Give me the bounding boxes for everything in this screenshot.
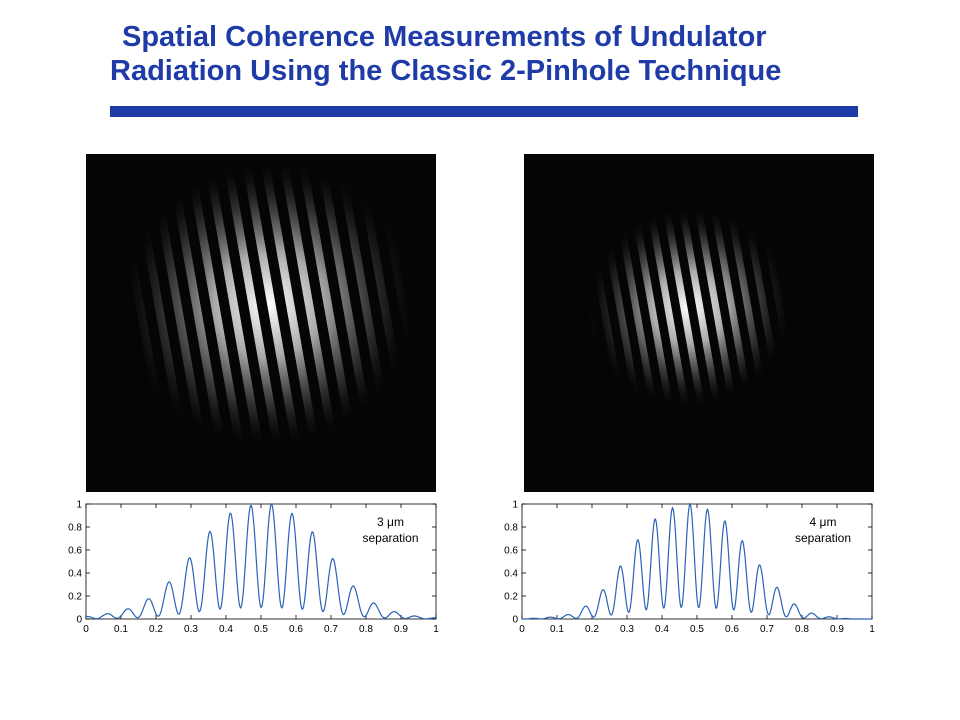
fringe-band <box>767 154 855 492</box>
fringe-band <box>86 154 118 492</box>
fringe-band <box>230 154 319 492</box>
intensity-profile-svg-3um: 0 0.1 0.2 0.3 0.4 0.5 0.6 0.7 0.8 0.9 1 0 0.2 0.4 0.6 0… <box>68 500 439 636</box>
x-tick-label: 0.1 <box>550 624 564 635</box>
x-tick-label: 0.3 <box>620 624 634 635</box>
fringe-band <box>752 154 839 492</box>
fringe-band <box>612 154 700 492</box>
fringe-band <box>86 154 136 492</box>
y-tick-label: 1 <box>76 500 82 511</box>
x-tick-label: 0.6 <box>725 624 739 635</box>
y-tick-label: 0.2 <box>68 592 82 603</box>
fringe-band <box>705 154 793 492</box>
fringe-band <box>285 154 373 492</box>
x-tick-label: 0.2 <box>585 624 599 635</box>
x-tick-label: 1 <box>869 624 875 635</box>
x-tick-label: 0.5 <box>254 624 268 635</box>
x-tick-label: 0 <box>519 624 525 635</box>
fringe-band <box>643 154 731 492</box>
fringe-band <box>814 154 874 492</box>
x-tick-label: 0.7 <box>760 624 774 635</box>
x-tick-label: 0.7 <box>324 624 338 635</box>
x-tick-label: 0.8 <box>795 624 809 635</box>
fringe-band <box>597 154 684 492</box>
y-tick-label: 0 <box>76 615 82 626</box>
fringe-band <box>412 154 436 492</box>
fringe-band <box>581 154 669 492</box>
separation-annotation-value-4um: 4 μm <box>810 515 837 529</box>
y-tick-label: 0.6 <box>68 546 82 557</box>
fringe-band <box>524 154 591 492</box>
fringe-band <box>86 154 154 492</box>
fringe-band <box>266 154 355 492</box>
fringe-band <box>783 154 870 492</box>
x-tick-label: 0.3 <box>184 624 198 635</box>
x-tick-label: 0.9 <box>830 624 844 635</box>
x-tick-label: 0.2 <box>149 624 163 635</box>
fringe-band <box>829 154 874 492</box>
x-tick-label: 0.6 <box>289 624 303 635</box>
fringe-band <box>550 154 638 492</box>
title-underline-bar <box>110 106 858 117</box>
interference-pattern-svg-4um <box>524 154 874 492</box>
separation-annotation-value-3um: 3 μm <box>377 515 404 529</box>
slide-title: Spatial Coherence Measurements of Undula… <box>110 20 870 88</box>
intensity-profile-line-4um <box>522 502 872 620</box>
fringe-band <box>248 154 337 492</box>
interference-pattern-image-4um <box>524 154 874 492</box>
fringe-band <box>358 154 436 492</box>
fringe-band <box>212 154 300 492</box>
y-tick-label: 0.8 <box>68 523 82 534</box>
y-tick-label: 0 <box>512 615 518 626</box>
fringe-band <box>175 154 264 492</box>
fringe-band <box>690 154 777 492</box>
separation-annotation-label-3um: separation <box>362 531 418 545</box>
x-tick-label: 0.9 <box>394 624 408 635</box>
y-tick-label: 0.4 <box>504 569 518 580</box>
interference-pattern-image-3um <box>86 154 436 492</box>
y-tick-label: 1 <box>512 500 518 511</box>
y-tick-label: 0.4 <box>68 569 82 580</box>
fringe-band <box>628 154 715 492</box>
x-tick-label: 1 <box>433 624 439 635</box>
fringe-band <box>376 154 436 492</box>
fringe-band <box>524 154 607 492</box>
fringe-band <box>339 154 428 492</box>
fringe-band <box>394 154 436 492</box>
fringe-band <box>139 154 227 492</box>
x-tick-label: 0.4 <box>655 624 669 635</box>
fringe-band <box>674 154 762 492</box>
y-tick-label: 0.8 <box>504 523 518 534</box>
intensity-profile-svg-4um: 0 0.1 0.2 0.3 0.4 0.5 0.6 0.7 0.8 0.9 1 0 0.2 0.4 0.6 0… <box>504 500 875 636</box>
slide-title-line-2: Radiation Using the Classic 2-Pinhole Te… <box>110 55 782 87</box>
fringe-band <box>566 154 653 492</box>
separation-annotation-label-4um: separation <box>795 531 851 545</box>
x-tick-label: 0.4 <box>219 624 233 635</box>
fringe-band <box>193 154 282 492</box>
fringe-band <box>321 154 410 492</box>
fringe-band <box>86 154 173 492</box>
intensity-profile-plot-4um: 0 0.1 0.2 0.3 0.4 0.5 0.6 0.7 0.8 0.9 1 0 0.2 0.4 0.6 0… <box>496 494 876 644</box>
fringe-band <box>102 154 191 492</box>
fringe-band <box>798 154 874 492</box>
fringe-band <box>659 154 746 492</box>
fringe-band <box>721 154 808 492</box>
x-tick-label: 0.1 <box>114 624 128 635</box>
intensity-profile-line-3um <box>85 502 437 620</box>
fringe-band <box>120 154 209 492</box>
fringe-band <box>736 154 824 492</box>
fringe-band <box>535 154 622 492</box>
fringe-band <box>303 154 392 492</box>
fringe-band <box>524 154 560 492</box>
x-tick-label: 0.8 <box>359 624 373 635</box>
x-tick-label: 0 <box>83 624 89 635</box>
y-tick-label: 0.2 <box>504 592 518 603</box>
fringe-band <box>524 154 576 492</box>
fringe-band <box>157 154 246 492</box>
intensity-profile-plot-3um: 0 0.1 0.2 0.3 0.4 0.5 0.6 0.7 0.8 0.9 1 0 0.2 0.4 0.6 0… <box>60 494 440 644</box>
y-tick-label: 0.6 <box>504 546 518 557</box>
fringe-band <box>845 154 874 492</box>
interference-pattern-svg-3um <box>86 154 436 492</box>
slide-title-line-1: Spatial Coherence Measurements of Undula… <box>122 21 767 53</box>
x-tick-label: 0.5 <box>690 624 704 635</box>
